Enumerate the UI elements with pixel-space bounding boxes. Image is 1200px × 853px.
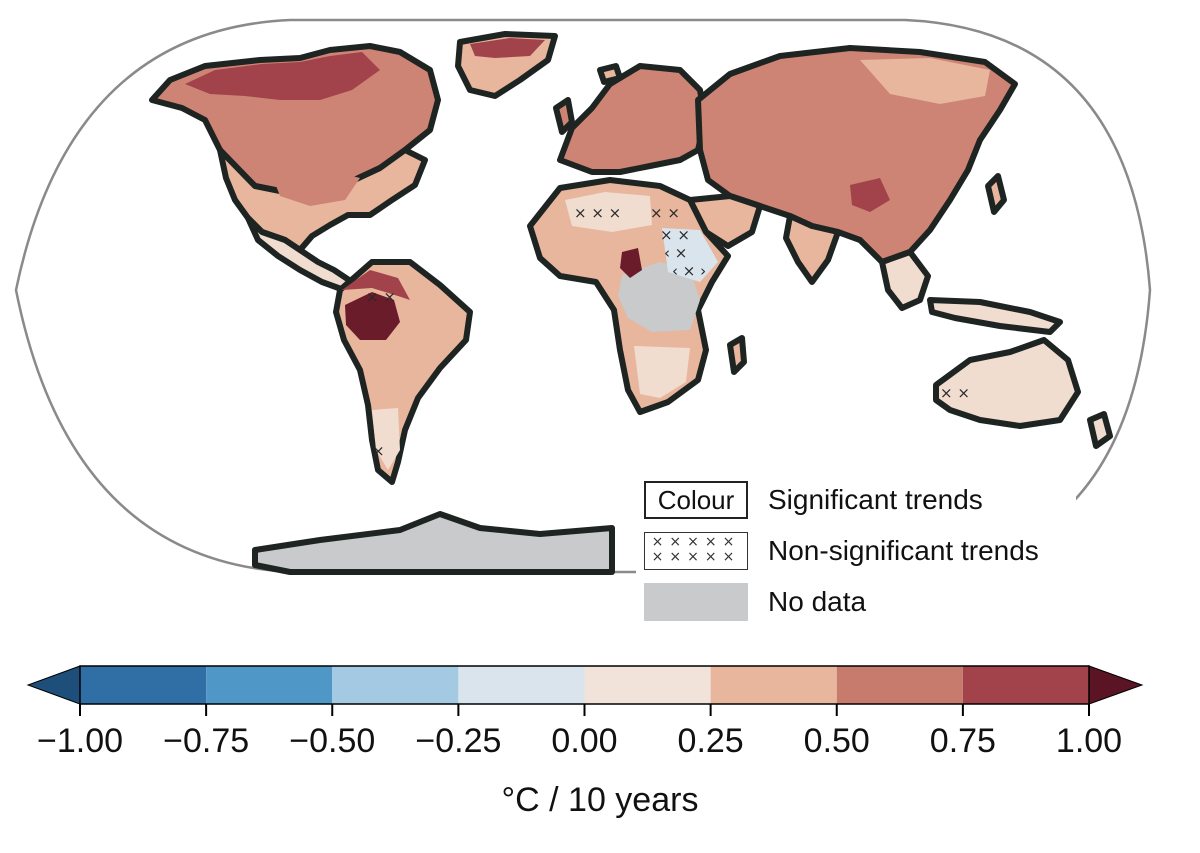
legend: Colour Significant trends ××××× ××××× No… xyxy=(636,468,1076,628)
colorbar-over-extension xyxy=(1088,665,1144,705)
region-southeast-asia xyxy=(879,249,931,311)
region-amazon-warm xyxy=(342,270,410,300)
colorbar-tick-label: 0.50 xyxy=(803,722,870,760)
legend-label-non-significant: Non-significant trends xyxy=(768,535,1039,566)
colorbar-tick-label: 0.25 xyxy=(677,722,744,760)
colorbar-bin-4 xyxy=(584,666,711,704)
region-uk xyxy=(553,97,575,135)
region-usa-midwest xyxy=(270,168,360,206)
colorbar-tick-labels: −1.00 −0.75 −0.50 −0.25 0.00 0.25 0.50 0.75 1.00 xyxy=(0,722,1200,772)
region-siberia-light xyxy=(860,58,990,104)
region-japan xyxy=(985,173,1007,215)
region-sahel-hot xyxy=(620,248,642,278)
colorbar-under-extension xyxy=(26,665,81,705)
region-greenland-hot xyxy=(470,38,545,58)
colorbar-tick-label: −0.50 xyxy=(289,722,376,760)
region-new-zealand xyxy=(1087,411,1113,449)
legend-swatch-colour: Colour xyxy=(644,481,748,519)
non-significant-hatching: × × × × × × × ‹ × ‹ × › × × × × × xyxy=(366,204,970,460)
svg-text:‹ ×: ‹ × xyxy=(664,244,687,262)
region-madagascar xyxy=(727,335,747,375)
colorbar-tick-label: 1.00 xyxy=(1055,722,1123,760)
legend-item-significant: Colour Significant trends xyxy=(644,480,983,520)
region-central-asia-hot xyxy=(850,178,890,212)
colorbar-tick-label: −0.75 xyxy=(163,722,250,760)
colorbar-tick-label: 0.75 xyxy=(929,722,996,760)
hatch-row-2: ××××× xyxy=(651,549,741,565)
region-southern-africa xyxy=(634,346,690,398)
legend-label-significant: Significant trends xyxy=(768,484,983,515)
legend-label-no-data: No data xyxy=(768,586,867,617)
legend-swatch-hatch: ××××× ××××× xyxy=(644,532,748,570)
svg-text:×: × xyxy=(372,442,385,460)
region-india xyxy=(783,213,841,285)
svg-text:× × ×: × × × xyxy=(574,204,621,222)
region-iceland xyxy=(597,63,623,85)
svg-text:× ×: × × xyxy=(660,226,690,244)
region-canadian-arctic-hot xyxy=(185,52,380,100)
colorbar-bin-3 xyxy=(458,666,585,704)
region-indonesia xyxy=(927,297,1063,335)
svg-text:× ×: × × xyxy=(366,288,396,306)
svg-text:‹ × ›: ‹ × › xyxy=(672,262,706,280)
colorbar-bin-1 xyxy=(206,666,333,704)
region-east-africa-neutral xyxy=(662,228,718,282)
svg-text:× ×: × × xyxy=(650,204,680,222)
colorbar-bin-7 xyxy=(962,666,1089,704)
colorbar-tick-label: −0.25 xyxy=(415,722,502,760)
colorbar-bin-0 xyxy=(80,666,207,704)
region-amazon-hot xyxy=(345,292,400,340)
legend-swatch-no-data xyxy=(644,583,748,621)
colorbar xyxy=(26,665,1144,716)
legend-item-non-significant: ××××× ××××× Non-significant trends xyxy=(644,531,1039,571)
region-africa-nodata xyxy=(618,262,700,332)
colorbar-bin-6 xyxy=(836,666,963,704)
legend-item-no-data: No data xyxy=(644,582,866,622)
colorbar-bin-2 xyxy=(332,666,459,704)
colorbar-tick-label: 0.00 xyxy=(551,722,618,760)
colorbar-tick-label: −1.00 xyxy=(36,722,124,760)
colorbar-bin-5 xyxy=(710,666,837,704)
svg-text:× ×: × × xyxy=(940,384,970,402)
region-patagonia xyxy=(372,408,400,470)
region-australia xyxy=(933,337,1081,429)
colorbar-label: °C / 10 years xyxy=(501,781,699,819)
region-antarctica xyxy=(252,511,615,575)
region-north-africa-light xyxy=(565,192,652,232)
hatch-row-1: ××××× xyxy=(651,534,741,550)
